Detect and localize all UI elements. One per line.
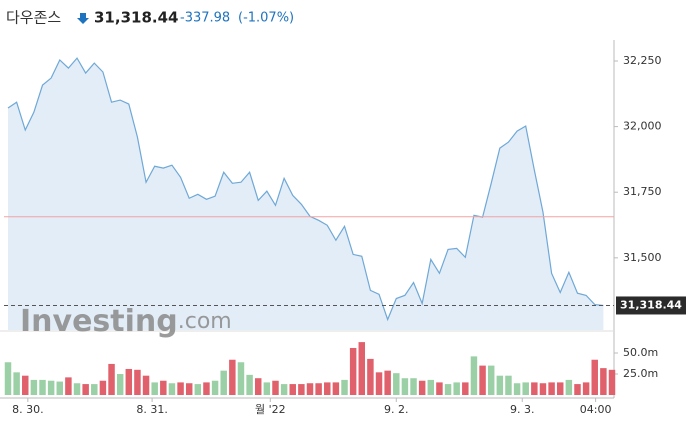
volume-bar xyxy=(229,359,236,395)
volume-bar xyxy=(237,362,245,395)
volume-bar xyxy=(358,342,366,395)
volume-bar xyxy=(591,359,598,395)
price: 31,318.44 xyxy=(94,9,178,27)
y-tick-label: 31,500 xyxy=(623,251,662,264)
down-arrow xyxy=(77,13,89,24)
volume-bar xyxy=(427,379,435,395)
volume-bar xyxy=(306,383,314,395)
volume-bar xyxy=(220,370,227,395)
price-line xyxy=(7,57,604,322)
watermark-brand: Investing xyxy=(20,304,178,339)
volume-bar xyxy=(548,382,555,395)
volume-bar xyxy=(168,383,176,395)
volume-bar xyxy=(608,369,616,395)
volume-bar xyxy=(177,382,184,395)
volume-bar xyxy=(384,370,391,395)
volume-bar xyxy=(393,373,400,395)
volume-bar xyxy=(418,380,426,395)
y-tick-label: 32,000 xyxy=(623,120,662,133)
volume-bar xyxy=(444,384,452,395)
volume-bar xyxy=(194,384,202,395)
volume-bar xyxy=(462,382,469,395)
volume-bar xyxy=(479,365,486,395)
volume-bar xyxy=(410,378,417,395)
last-price-box xyxy=(616,296,686,315)
volume-tick-label: 25.0m xyxy=(623,367,658,380)
volume-bar xyxy=(375,372,383,395)
area-fill xyxy=(8,58,604,331)
volume-bar xyxy=(246,374,253,395)
volume-bar xyxy=(280,384,288,395)
volume-bar xyxy=(142,375,150,395)
volume-bar xyxy=(315,383,322,395)
volume-bar xyxy=(341,379,348,395)
volume-bar xyxy=(487,365,495,395)
volume-bar xyxy=(513,383,521,395)
volume-bar xyxy=(82,384,89,395)
volume-bar xyxy=(4,362,12,395)
volume-bar xyxy=(39,379,46,395)
volume-bar xyxy=(56,381,64,395)
y-tick-label: 31,750 xyxy=(623,185,662,198)
x-tick-label: 월 '22 xyxy=(255,403,286,416)
volume-bar xyxy=(13,372,20,395)
volume-bar xyxy=(324,382,331,395)
volume-bar xyxy=(289,384,296,395)
volume-bar xyxy=(211,380,219,395)
volume-bar xyxy=(505,375,512,395)
volume-bar xyxy=(531,382,538,395)
volume-bar xyxy=(47,380,55,395)
volume-bar xyxy=(30,379,38,395)
volume-bar xyxy=(203,382,210,395)
x-tick-label: 9. 2. xyxy=(384,403,409,416)
volume-bar xyxy=(349,347,357,395)
volume-bar xyxy=(470,356,478,395)
volume-bar xyxy=(565,379,573,395)
volume-bar xyxy=(134,369,141,395)
volume-bar xyxy=(367,358,374,395)
watermark-domain: .com xyxy=(178,309,232,334)
x-tick-label: 9. 3. xyxy=(510,403,535,416)
x-tick-label: 8. 31. xyxy=(136,403,168,416)
y-tick-label: 32,250 xyxy=(623,54,662,67)
volume-bar xyxy=(298,384,305,395)
volume-bar xyxy=(496,375,504,395)
volume-bar xyxy=(185,383,193,395)
volume-bar xyxy=(254,378,262,395)
watermark: Investing.com xyxy=(20,304,232,339)
index-name: 다우존스 xyxy=(6,9,61,27)
volume-bar xyxy=(160,380,167,395)
volume-bar xyxy=(272,380,279,395)
volume-bar xyxy=(436,382,443,395)
volume-bar xyxy=(556,382,564,395)
volume-bar xyxy=(263,382,271,395)
volume-bar xyxy=(600,368,607,395)
volume-bar xyxy=(99,380,107,395)
volume-bar xyxy=(582,382,590,395)
volume-bar xyxy=(116,374,124,395)
last-price-label: 31,318.44 xyxy=(620,298,682,311)
volume-bar xyxy=(539,383,547,395)
volume-bar xyxy=(401,378,409,395)
x-tick-label: 04:00 xyxy=(580,403,612,416)
volume-bar xyxy=(574,384,581,395)
change-pct: (-1.07%) xyxy=(238,11,294,26)
volume-bar xyxy=(125,368,133,395)
volume-bar xyxy=(332,382,340,395)
volume-bar xyxy=(73,383,81,395)
volume-bar xyxy=(91,384,98,395)
volume-bar xyxy=(522,382,529,395)
volume-bar xyxy=(65,377,72,395)
volume-bar xyxy=(453,382,460,395)
volume-tick-label: 50.0m xyxy=(623,346,658,359)
volume-bar xyxy=(22,375,29,395)
volume-bar xyxy=(108,363,115,395)
volume-bar xyxy=(151,382,158,395)
x-tick-label: 8. 30. xyxy=(12,403,44,416)
change: -337.98 xyxy=(180,11,230,26)
